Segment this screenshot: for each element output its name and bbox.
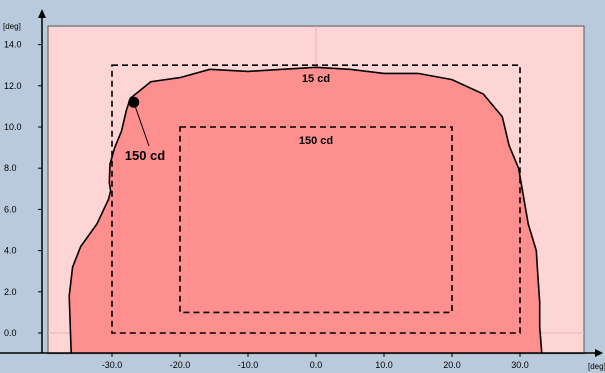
intensity-area bbox=[69, 67, 542, 354]
x-tick-label-2: -10.0 bbox=[238, 360, 259, 370]
y-tick-label-4: 8.0 bbox=[4, 163, 17, 173]
plot-area: 15 cd 150 cd 150 cd -30.0 -20.0 -10.0 0.0 10.0 2… bbox=[0, 9, 605, 371]
x-tick-label-5: 20.0 bbox=[443, 360, 461, 370]
y-tick-label-5: 10.0 bbox=[4, 122, 22, 132]
zone-label-0: 15 cd bbox=[302, 73, 330, 85]
zone-rect-0 bbox=[111, 64, 521, 334]
y-axis-arrow bbox=[38, 9, 46, 18]
annotation-point bbox=[128, 96, 140, 108]
y-tick-label-1: 2.0 bbox=[4, 287, 17, 297]
y-tick-label-7: 14.0 bbox=[4, 40, 22, 50]
x-tick-label-0: -30.0 bbox=[102, 360, 123, 370]
x-axis-arrow bbox=[595, 349, 603, 357]
annotation-leader bbox=[133, 102, 150, 147]
x-tick-label-3: 0.0 bbox=[310, 360, 323, 370]
y-tick-label-2: 4.0 bbox=[4, 246, 17, 256]
zone-rect-1 bbox=[179, 126, 453, 314]
x-unit-label: [deg] bbox=[588, 362, 605, 371]
x-tick-label-6: 30.0 bbox=[511, 360, 529, 370]
y-tick-label-3: 6.0 bbox=[4, 204, 17, 214]
x-tick-label-4: 10.0 bbox=[375, 360, 393, 370]
y-unit-label: [deg] bbox=[3, 22, 21, 31]
y-tick-label-6: 12.0 bbox=[4, 81, 22, 91]
annotation-label: 150 cd bbox=[125, 148, 166, 163]
y-tick-label-0: 0.0 bbox=[4, 328, 17, 338]
x-tick-label-1: -20.0 bbox=[170, 360, 191, 370]
intensity-outline bbox=[68, 66, 543, 354]
zone-label-1: 150 cd bbox=[299, 135, 333, 147]
